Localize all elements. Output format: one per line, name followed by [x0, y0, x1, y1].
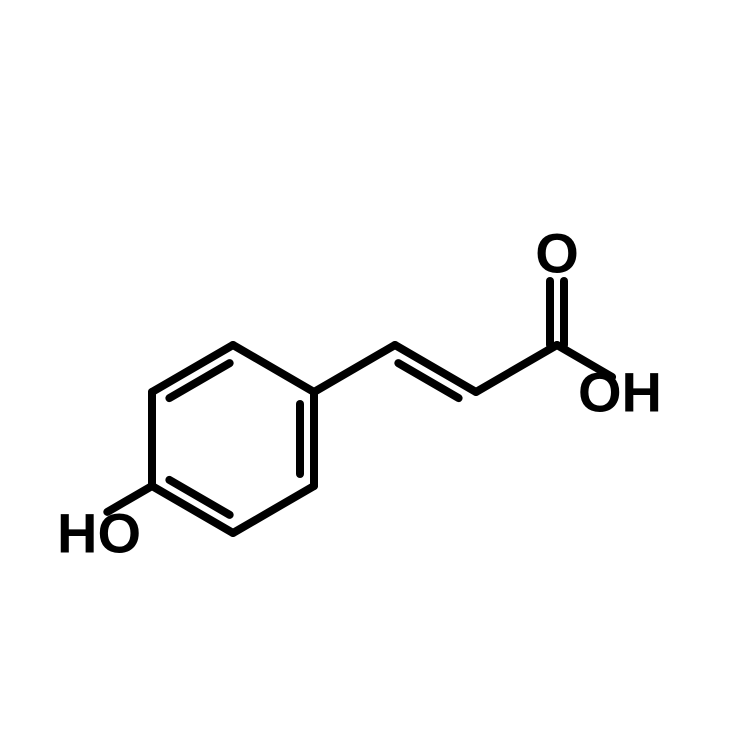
chemical-structure: HO O OH [0, 0, 730, 730]
atom-label-oh_right: OH [578, 361, 662, 424]
bond [233, 345, 314, 392]
bond [233, 486, 314, 533]
bonds [107, 281, 612, 533]
atom-labels: HO O OH [57, 222, 662, 565]
bond [476, 345, 557, 392]
atom-label-o_dbl: O [535, 222, 579, 285]
atom-label-oh_left: HO [57, 502, 141, 565]
bond [314, 345, 395, 392]
